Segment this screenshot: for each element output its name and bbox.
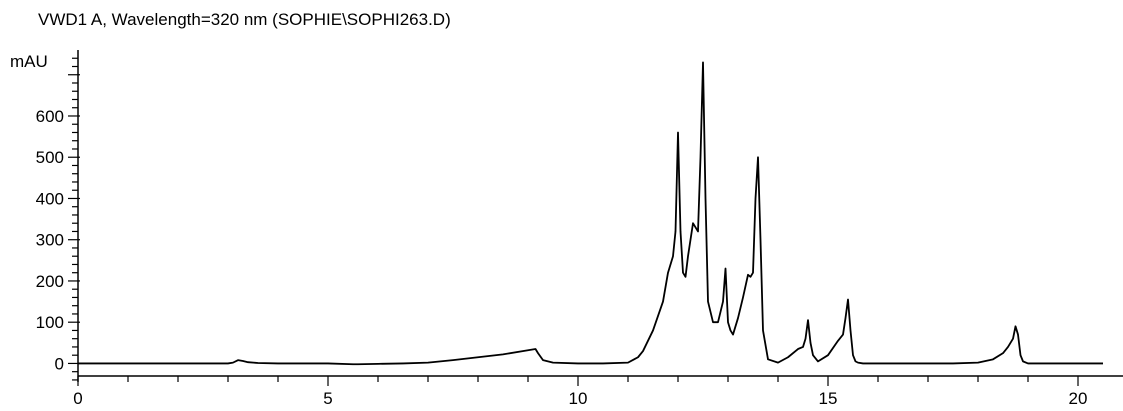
plot-area	[78, 61, 1103, 366]
series-line	[78, 61, 1103, 366]
y-tick-label: 200	[36, 272, 64, 291]
y-tick-label: 100	[36, 313, 64, 332]
y-tick-label: 300	[36, 231, 64, 250]
y-axis-unit-label: mAU	[10, 52, 48, 71]
axis-ticks: 0 100 200 300 400 500 600 0 5 10 15 20	[36, 57, 1088, 408]
y-tick-label: 0	[55, 354, 64, 373]
x-tick-label: 15	[819, 389, 838, 408]
y-tick-label: 400	[36, 189, 64, 208]
x-tick-label: 5	[323, 389, 332, 408]
x-tick-label: 20	[1069, 389, 1088, 408]
x-tick-label: 0	[73, 389, 82, 408]
chart-title: VWD1 A, Wavelength=320 nm (SOPHIE\SOPHI2…	[38, 10, 451, 29]
y-tick-label: 500	[36, 148, 64, 167]
axes	[77, 50, 1123, 382]
x-tick-label: 10	[569, 389, 588, 408]
y-tick-label: 600	[36, 107, 64, 126]
